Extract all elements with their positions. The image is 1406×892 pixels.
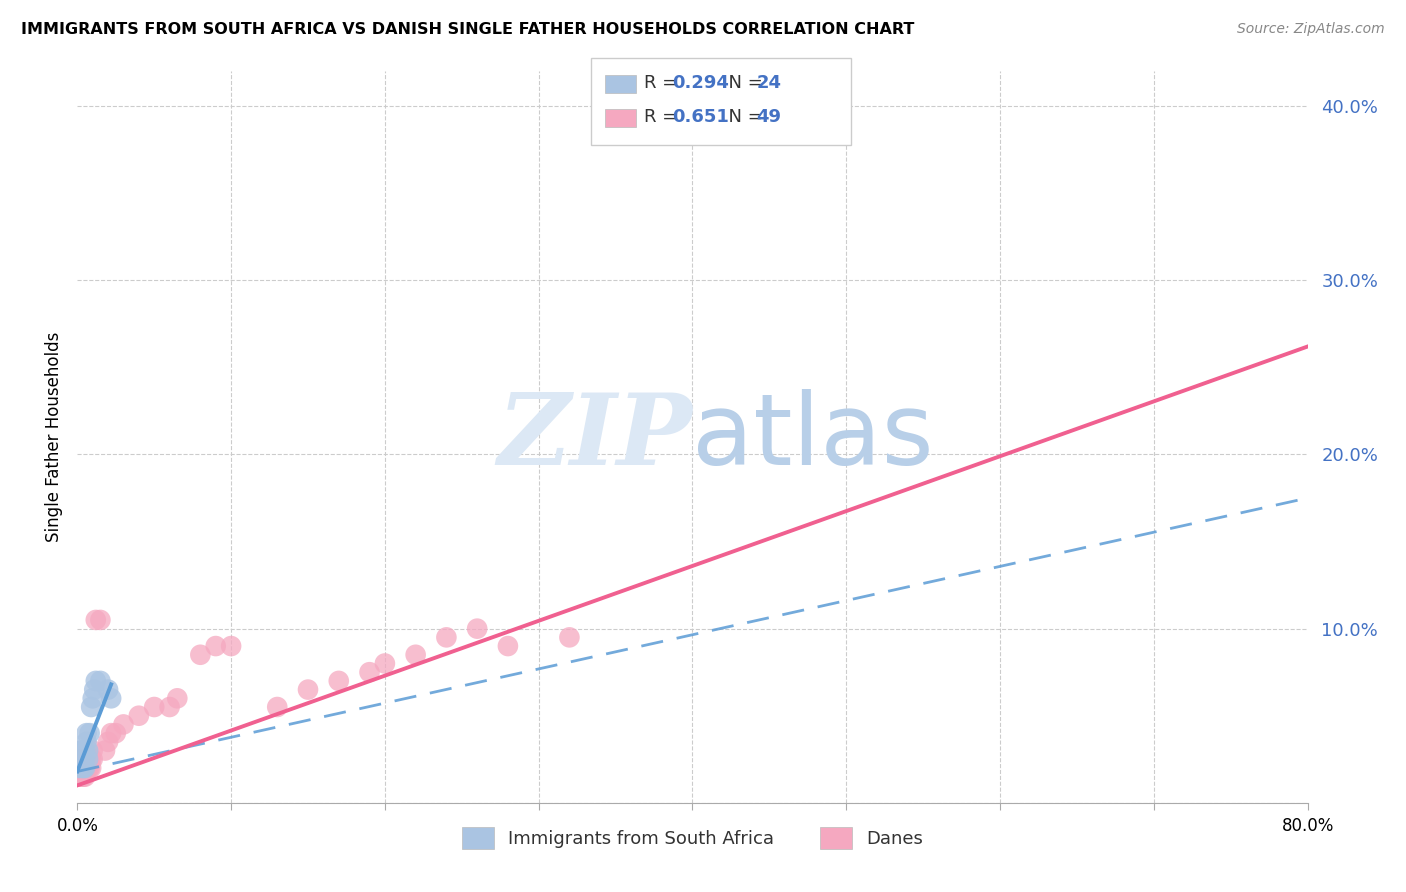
Point: [166, 691, 188, 706]
Point: [128, 708, 150, 723]
Point: [69, 743, 91, 757]
Text: R =: R =: [644, 108, 683, 126]
Point: [84, 673, 107, 688]
Legend: Immigrants from South Africa, Danes: Immigrants from South Africa, Danes: [454, 820, 931, 856]
Text: 0.651: 0.651: [672, 108, 728, 126]
Text: IMMIGRANTS FROM SOUTH AFRICA VS DANISH SINGLE FATHER HOUSEHOLDS CORRELATION CHAR: IMMIGRANTS FROM SOUTH AFRICA VS DANISH S…: [21, 22, 914, 37]
Point: [70, 761, 93, 775]
Point: [82, 752, 104, 766]
Point: [266, 700, 288, 714]
Point: [405, 648, 427, 662]
Point: [69, 752, 91, 766]
Point: [89, 673, 111, 688]
Point: [67, 761, 90, 775]
Point: [77, 752, 100, 766]
Point: [70, 761, 93, 775]
Point: [82, 743, 104, 757]
Text: 0.294: 0.294: [672, 74, 728, 92]
Point: [67, 770, 90, 784]
Point: [100, 691, 122, 706]
Point: [97, 682, 120, 697]
Text: ZIP: ZIP: [498, 389, 693, 485]
Point: [651, 108, 673, 122]
Point: [80, 700, 103, 714]
Point: [79, 761, 101, 775]
Point: [359, 665, 381, 680]
Point: [69, 752, 91, 766]
Point: [70, 770, 93, 784]
Point: [72, 761, 94, 775]
Point: [69, 770, 91, 784]
Text: R =: R =: [644, 74, 683, 92]
Point: [77, 761, 100, 775]
Point: [374, 657, 396, 671]
Point: [297, 682, 319, 697]
Point: [79, 726, 101, 740]
Point: [72, 752, 94, 766]
Point: [188, 648, 212, 662]
Point: [72, 752, 94, 766]
Point: [69, 761, 91, 775]
Point: [94, 743, 117, 757]
Point: [97, 735, 120, 749]
Point: [204, 639, 226, 653]
Point: [80, 752, 103, 766]
Point: [496, 639, 519, 653]
Point: [83, 682, 105, 697]
Point: [100, 726, 122, 740]
Point: [70, 743, 93, 757]
Point: [73, 761, 96, 775]
Text: 24: 24: [756, 74, 782, 92]
Point: [73, 743, 96, 757]
Point: [70, 752, 93, 766]
Text: Source: ZipAtlas.com: Source: ZipAtlas.com: [1237, 22, 1385, 37]
Text: atlas: atlas: [693, 389, 934, 485]
Text: N =: N =: [717, 74, 769, 92]
Y-axis label: Single Father Households: Single Father Households: [45, 332, 63, 542]
Point: [77, 743, 100, 757]
Point: [76, 726, 98, 740]
Text: N =: N =: [717, 108, 769, 126]
Point: [80, 761, 103, 775]
Point: [104, 726, 127, 740]
Point: [77, 752, 100, 766]
Point: [73, 752, 96, 766]
Point: [76, 735, 98, 749]
Point: [159, 700, 181, 714]
Point: [465, 622, 488, 636]
Point: [112, 717, 135, 731]
Point: [558, 631, 581, 645]
Point: [72, 770, 94, 784]
Point: [67, 761, 90, 775]
Point: [89, 613, 111, 627]
Point: [328, 673, 350, 688]
Point: [82, 691, 104, 706]
Point: [73, 770, 96, 784]
Point: [73, 752, 96, 766]
Point: [79, 752, 101, 766]
Point: [72, 743, 94, 757]
Point: [72, 761, 94, 775]
Point: [76, 761, 98, 775]
Point: [73, 761, 96, 775]
Text: 49: 49: [756, 108, 782, 126]
Point: [436, 631, 458, 645]
Point: [70, 752, 93, 766]
Point: [219, 639, 242, 653]
Point: [76, 752, 98, 766]
Point: [143, 700, 166, 714]
Point: [84, 613, 107, 627]
